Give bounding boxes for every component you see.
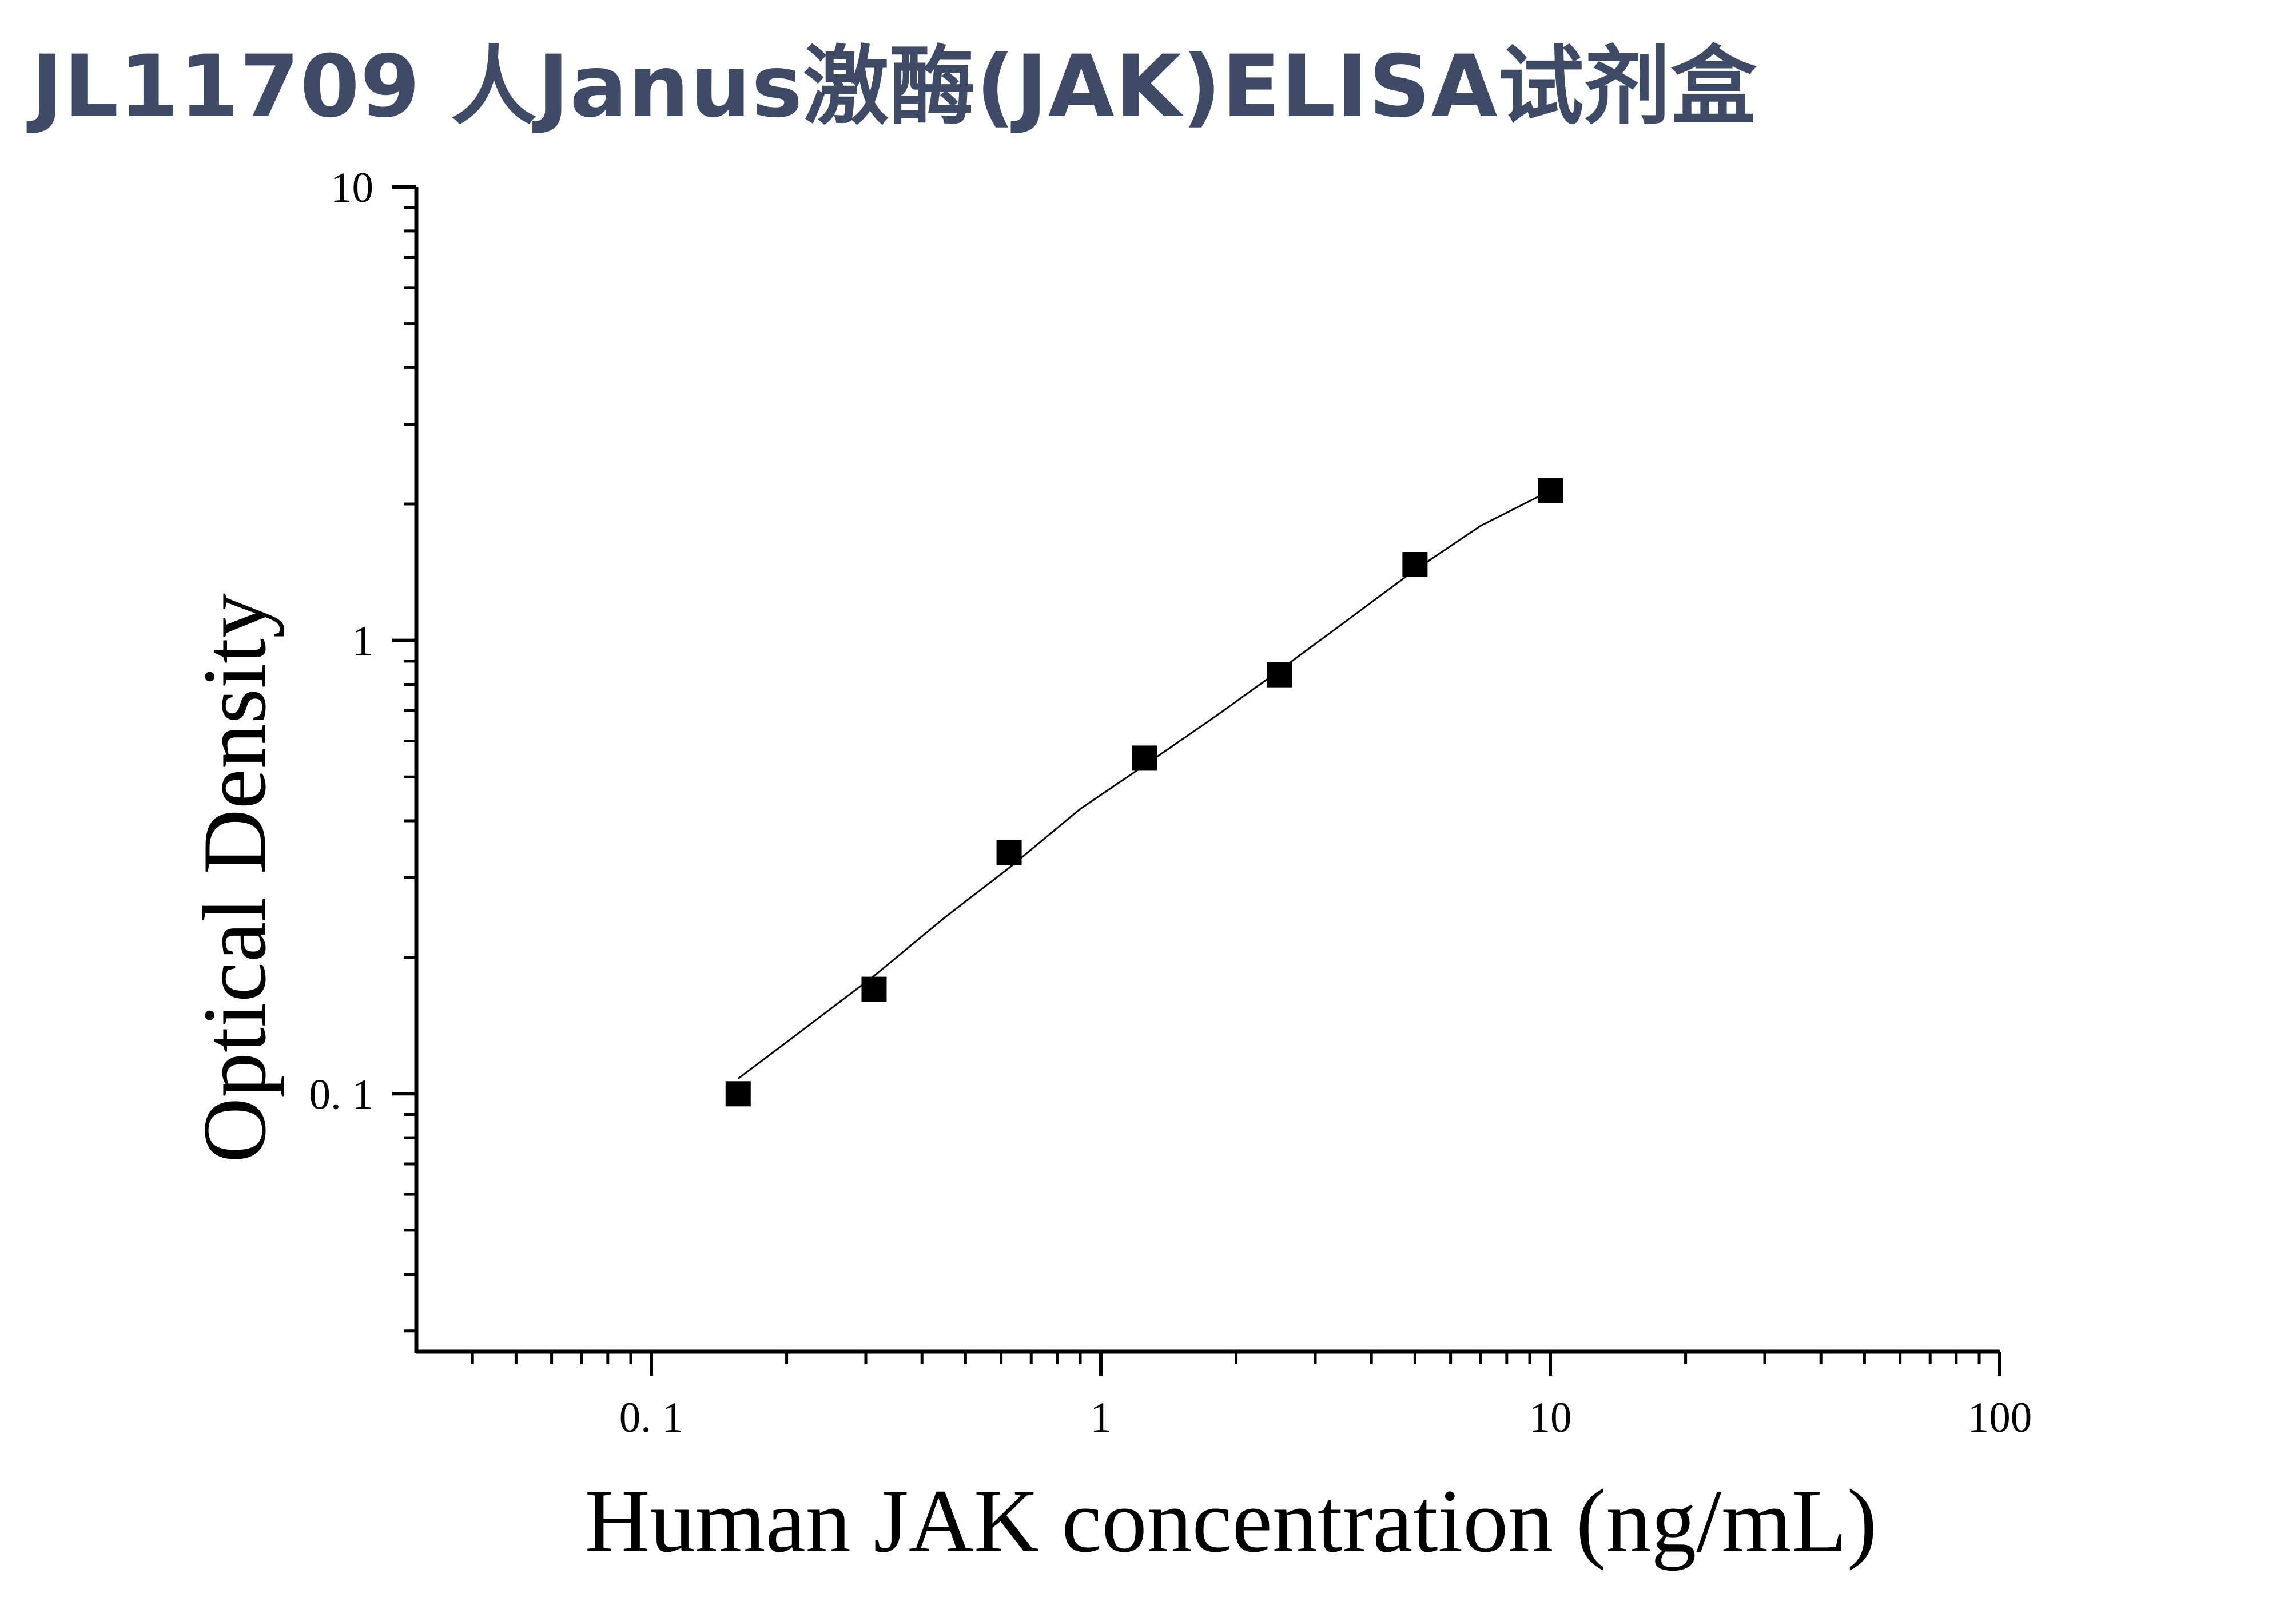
data-points: [725, 478, 1563, 1107]
y-tick-label: 10: [331, 164, 373, 212]
data-point: [1537, 478, 1563, 503]
x-axis-label: Human JAK concentration (ng/mL): [585, 1471, 1877, 1571]
data-point: [725, 1081, 751, 1107]
data-point: [996, 840, 1022, 866]
fit-curve-layer: [737, 490, 1551, 1079]
chart-labels: 0. 1 1 10 100 0. 1 1 10 Human JAK concentration…: [185, 164, 2032, 1571]
data-point: [1267, 662, 1292, 688]
x-tick-label: 100: [1968, 1394, 2032, 1441]
axes: [392, 185, 2001, 1376]
y-axis-label: Optical Density: [185, 593, 285, 1163]
data-point: [861, 976, 887, 1002]
page-title: JL11709 人Janus激酶(JAK)ELISA试剂盒: [31, 37, 1757, 137]
x-tick-label: 0. 1: [619, 1394, 684, 1441]
data-point: [1132, 745, 1157, 771]
x-tick-label: 10: [1529, 1394, 1571, 1441]
x-tick-label: 1: [1090, 1394, 1112, 1441]
fit-curve: [737, 490, 1551, 1079]
data-point: [1402, 552, 1428, 578]
y-tick-label: 1: [352, 618, 374, 665]
y-tick-label: 0. 1: [309, 1071, 374, 1118]
